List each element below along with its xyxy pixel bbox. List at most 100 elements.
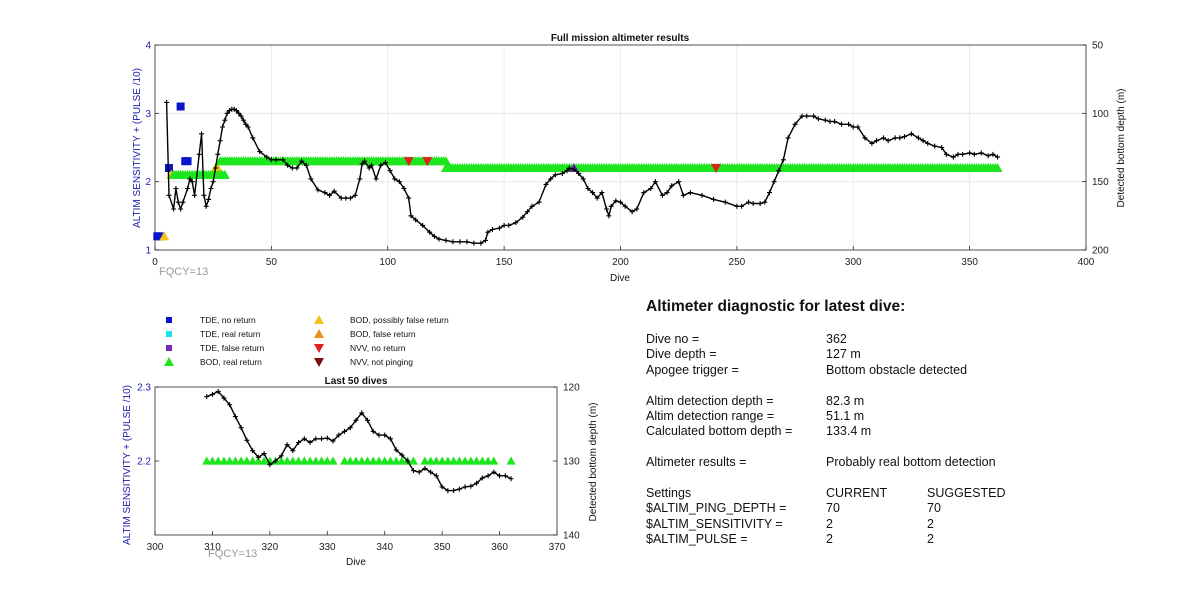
diagnostic-title: Altimeter diagnostic for latest dive: <box>646 298 906 315</box>
marker-triangle-down <box>422 157 433 167</box>
legend-item: NVV, not pinging <box>310 356 460 368</box>
depth-point <box>267 462 273 468</box>
depth-point <box>491 469 497 475</box>
y2-axis-label: Detected bottom depth (m) <box>1116 89 1127 208</box>
depth-point <box>456 486 462 492</box>
depth-point <box>338 195 344 201</box>
depth-point <box>464 239 470 245</box>
depth-point <box>330 438 336 444</box>
depth-point <box>233 108 239 114</box>
marker-triangle <box>288 456 298 465</box>
depth-point <box>378 162 384 168</box>
depth-point <box>427 229 433 235</box>
depth-point <box>622 203 628 209</box>
depth-point <box>255 454 261 460</box>
fqcy-annotation: FQCY=13 <box>159 266 208 278</box>
full-mission-chart: Full mission altimeter results 0 50 100 150… <box>132 33 1127 284</box>
marker-triangle <box>259 456 269 465</box>
depth-point <box>468 483 474 489</box>
marker-triangle <box>380 456 390 465</box>
depth-point <box>971 151 977 157</box>
depth-point <box>990 151 996 157</box>
depth-point <box>215 151 221 157</box>
depth-point <box>273 458 279 464</box>
depth-point <box>209 391 215 397</box>
marker-triangle <box>225 456 235 465</box>
marker-triangle <box>408 456 418 465</box>
legend-item: TDE, no return <box>160 314 310 326</box>
depth-point <box>881 135 887 141</box>
results-value: Probably real bottom detection <box>826 455 996 470</box>
depth-point <box>792 121 798 127</box>
marker-triangle <box>242 456 252 465</box>
ping-depth-current: 70 <box>826 501 840 516</box>
depth-point <box>780 157 786 163</box>
x-tick-label: 50 <box>266 257 278 268</box>
x-tick-label: 150 <box>496 257 513 268</box>
y2-tick-label: 120 <box>563 383 580 394</box>
depth-point <box>361 158 367 164</box>
depth-point <box>219 124 225 130</box>
depth-point <box>343 195 349 201</box>
marker-triangle <box>219 169 230 179</box>
depth-point <box>585 186 591 191</box>
depth-point <box>599 190 605 196</box>
depth-point <box>221 395 227 401</box>
depth-point <box>766 190 772 196</box>
depth-point <box>566 165 572 171</box>
depth-point <box>711 196 717 202</box>
depth-point <box>301 436 307 442</box>
depth-point <box>342 428 348 434</box>
depth-point <box>471 240 477 246</box>
depth-point <box>771 179 777 185</box>
depth-point <box>804 113 810 119</box>
depth-point <box>885 138 891 144</box>
depth-point <box>352 192 358 198</box>
marker-triangle <box>391 456 401 465</box>
depth-point <box>408 213 414 219</box>
x-tick-label: 300 <box>845 257 862 268</box>
x-axis-label: Dive <box>346 557 366 568</box>
sensitivity-suggested: 2 <box>927 516 934 531</box>
marker-triangle <box>230 456 240 465</box>
depth-point <box>757 201 763 207</box>
depth-point <box>920 138 926 144</box>
dive-depth-label: Dive depth = <box>646 347 717 362</box>
depth-point <box>387 168 393 174</box>
depth-point <box>659 192 665 198</box>
legend-label: NVV, no return <box>350 343 406 353</box>
depth-point <box>324 435 330 441</box>
depth-point <box>799 113 805 119</box>
depth-point <box>955 151 961 157</box>
marker-triangle <box>253 456 263 465</box>
depth-point <box>839 121 845 127</box>
marker-triangle <box>992 163 1003 172</box>
depth-point <box>439 484 445 490</box>
depth-point <box>529 203 535 209</box>
depth-point <box>564 168 570 174</box>
depth-point <box>739 203 745 209</box>
depth-point <box>166 192 172 198</box>
y-tick-label: 4 <box>145 41 151 52</box>
marker-triangle <box>443 456 453 465</box>
depth-point <box>457 239 463 245</box>
depth-point <box>164 99 170 105</box>
detection-range-value: 51.1 m <box>826 408 865 423</box>
x-tick-label: 250 <box>729 257 746 268</box>
marker-triangle <box>477 456 487 465</box>
y2-axis-label: Detected bottom depth (m) <box>588 403 599 522</box>
depth-point <box>227 402 233 408</box>
depth-point <box>850 124 856 130</box>
depth-point <box>869 140 875 146</box>
depth-point <box>846 121 852 127</box>
legend-item: TDE, false return <box>160 342 310 354</box>
marker-triangle <box>202 456 212 465</box>
marker-triangle <box>219 456 229 465</box>
depth-point <box>294 165 300 171</box>
depth-point <box>322 190 328 196</box>
depth-point <box>750 201 756 207</box>
depth-point <box>238 425 244 431</box>
depth-point <box>908 131 914 137</box>
depth-point <box>943 151 949 157</box>
depth-point <box>422 465 428 471</box>
